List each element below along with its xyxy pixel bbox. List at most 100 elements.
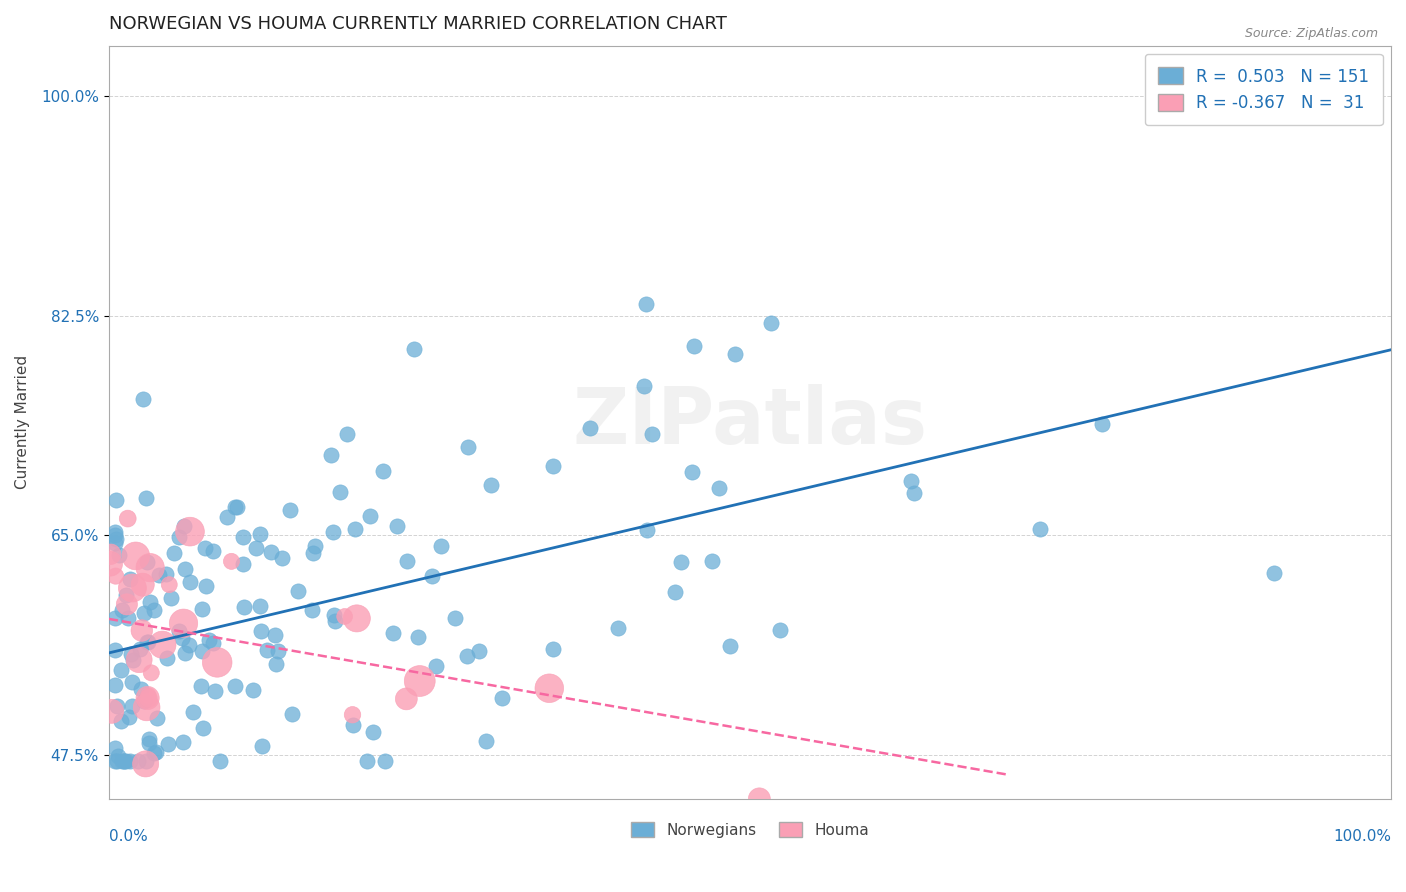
Point	[396, 554, 419, 568]
Point	[118, 754, 141, 768]
Point	[245, 541, 267, 556]
Point	[136, 555, 159, 569]
Point	[371, 465, 394, 479]
Point	[167, 531, 190, 545]
Point	[333, 609, 356, 624]
Point	[475, 734, 498, 748]
Point	[304, 539, 326, 553]
Point	[900, 474, 922, 488]
Point	[141, 665, 163, 680]
Point	[669, 555, 692, 569]
Point	[98, 557, 121, 571]
Point	[641, 426, 664, 441]
Point	[264, 628, 287, 642]
Point	[138, 689, 160, 703]
Text: 100.0%: 100.0%	[1333, 829, 1391, 844]
Point	[136, 635, 159, 649]
Point	[636, 297, 658, 311]
Point	[468, 644, 491, 658]
Point	[145, 745, 167, 759]
Point	[724, 347, 747, 361]
Point	[115, 588, 138, 602]
Point	[152, 638, 174, 652]
Y-axis label: Currently Married: Currently Married	[15, 355, 30, 490]
Point	[112, 754, 135, 768]
Point	[146, 711, 169, 725]
Point	[406, 630, 429, 644]
Point	[409, 673, 432, 688]
Point	[105, 698, 128, 713]
Point	[121, 699, 143, 714]
Point	[190, 679, 212, 693]
Point	[191, 722, 214, 736]
Point	[157, 577, 180, 591]
Point	[456, 649, 478, 664]
Point	[131, 392, 153, 406]
Point	[191, 644, 214, 658]
Point	[260, 545, 283, 559]
Point	[136, 691, 159, 706]
Point	[250, 739, 273, 753]
Point	[135, 491, 157, 505]
Point	[155, 567, 177, 582]
Point	[134, 694, 156, 708]
Point	[281, 706, 304, 721]
Point	[135, 756, 157, 771]
Point	[636, 523, 658, 537]
Point	[271, 550, 294, 565]
Point	[457, 440, 479, 454]
Point	[1029, 522, 1052, 536]
Point	[385, 519, 408, 533]
Point	[718, 639, 741, 653]
Point	[111, 603, 134, 617]
Point	[242, 682, 264, 697]
Point	[163, 546, 186, 560]
Point	[122, 653, 145, 667]
Point	[138, 736, 160, 750]
Text: 0.0%: 0.0%	[108, 829, 148, 844]
Legend: Norwegians, Houma: Norwegians, Houma	[624, 815, 875, 844]
Point	[138, 732, 160, 747]
Text: ZIPatlas: ZIPatlas	[572, 384, 928, 460]
Point	[118, 572, 141, 586]
Point	[664, 584, 686, 599]
Point	[232, 558, 254, 572]
Point	[543, 458, 565, 473]
Point	[139, 595, 162, 609]
Point	[1091, 417, 1114, 431]
Point	[256, 642, 278, 657]
Point	[761, 316, 783, 330]
Point	[121, 581, 143, 595]
Point	[104, 532, 127, 546]
Point	[112, 754, 135, 768]
Point	[104, 677, 127, 691]
Point	[301, 546, 323, 560]
Point	[226, 500, 249, 514]
Point	[344, 522, 367, 536]
Point	[336, 426, 359, 441]
Point	[198, 632, 221, 647]
Point	[156, 651, 179, 665]
Point	[148, 568, 170, 582]
Point	[136, 634, 159, 648]
Point	[191, 602, 214, 616]
Point	[287, 584, 309, 599]
Point	[104, 493, 127, 508]
Point	[120, 647, 142, 661]
Point	[173, 646, 195, 660]
Point	[356, 754, 378, 768]
Point	[110, 714, 132, 728]
Point	[700, 554, 723, 568]
Point	[319, 449, 342, 463]
Point	[135, 754, 157, 768]
Point	[903, 485, 925, 500]
Point	[204, 683, 226, 698]
Point	[342, 717, 364, 731]
Point	[382, 626, 405, 640]
Point	[209, 754, 232, 768]
Point	[160, 591, 183, 605]
Point	[323, 608, 346, 623]
Point	[118, 710, 141, 724]
Point	[104, 611, 127, 625]
Point	[430, 540, 453, 554]
